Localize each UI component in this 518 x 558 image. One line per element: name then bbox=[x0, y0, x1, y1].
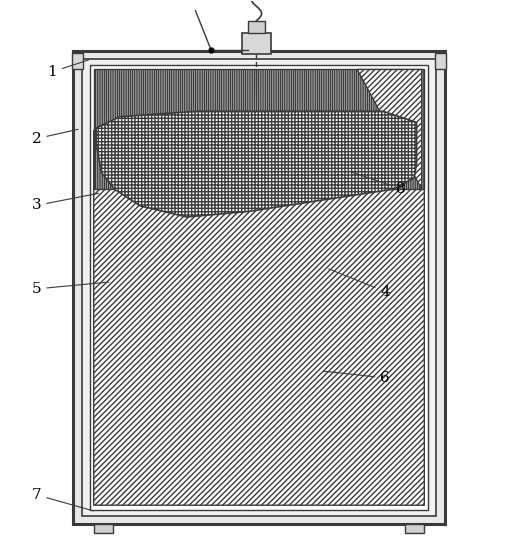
Polygon shape bbox=[94, 70, 424, 189]
Polygon shape bbox=[96, 111, 416, 217]
Bar bbox=[72, 53, 83, 69]
Bar bbox=[82, 59, 436, 516]
Bar bbox=[90, 65, 428, 509]
Text: 6: 6 bbox=[324, 371, 390, 385]
Bar bbox=[94, 524, 113, 533]
Bar bbox=[435, 53, 446, 69]
Text: 2: 2 bbox=[32, 129, 78, 146]
Bar bbox=[242, 33, 271, 54]
Text: 4: 4 bbox=[329, 269, 390, 299]
Text: 7: 7 bbox=[32, 488, 94, 511]
Text: 5: 5 bbox=[32, 282, 109, 296]
Bar bbox=[248, 21, 265, 33]
Bar bbox=[405, 524, 424, 533]
Polygon shape bbox=[94, 86, 424, 505]
Bar bbox=[73, 51, 445, 524]
Polygon shape bbox=[357, 70, 422, 189]
Text: 3: 3 bbox=[32, 193, 99, 213]
Text: 8: 8 bbox=[350, 171, 406, 196]
Text: 1: 1 bbox=[47, 60, 89, 79]
